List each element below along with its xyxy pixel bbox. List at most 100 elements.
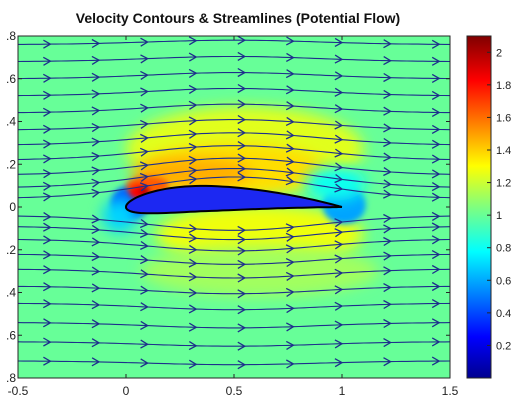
streamline-arrow (285, 69, 295, 79)
streamline-arrow (188, 304, 198, 314)
streamline-arrow (334, 358, 344, 368)
streamline-arrow (188, 272, 198, 282)
streamline-arrow (42, 222, 52, 232)
streamline-arrow (237, 305, 247, 315)
streamline-arrow (140, 87, 149, 97)
streamline-arrow (334, 71, 344, 81)
streamline-arrow (431, 182, 441, 192)
streamline-arrow (285, 304, 295, 314)
streamline-arrow (431, 318, 441, 328)
streamline-arrow (91, 72, 101, 82)
streamline-arrow (91, 338, 101, 348)
streamline-arrow (188, 142, 198, 153)
streamline-arrow (91, 55, 101, 65)
streamline-arrow (431, 154, 441, 164)
streamline-arrow (43, 356, 52, 366)
streamline-arrow (42, 235, 52, 245)
streamline-arrow (383, 338, 392, 348)
streamline-arrow (334, 173, 344, 184)
streamline-arrow (285, 223, 295, 233)
streamline-arrow (43, 39, 52, 49)
streamline-arrow (383, 357, 392, 367)
streamline-arrow (383, 299, 392, 310)
streamline-arrow (91, 123, 101, 133)
streamline (18, 157, 450, 175)
streamline-arrow (334, 54, 344, 64)
y-tick-label: .6 (6, 328, 16, 342)
streamline-arrow (140, 269, 149, 279)
streamline-arrow (431, 356, 441, 366)
streamline-arrow (140, 119, 149, 129)
streamline-arrow (42, 282, 52, 292)
x-axis-ticks: -0.5 0 0.5 1 1.5 (8, 36, 459, 398)
colorbar-tick-label: 1.8 (496, 80, 511, 92)
streamline (18, 268, 450, 279)
streamline-arrow (383, 318, 392, 329)
streamline-arrow (188, 359, 198, 369)
streamline-arrow (334, 148, 344, 158)
streamline-arrow (237, 67, 247, 78)
streamline-arrow (285, 359, 295, 369)
streamline-arrow (431, 264, 441, 275)
streamline-arrow (383, 137, 392, 148)
streamline-arrow (91, 89, 101, 99)
streamline-arrow (139, 172, 149, 182)
streamline-arrow (285, 244, 295, 254)
streamline-arrow (431, 192, 441, 202)
streamline-arrow (91, 224, 101, 234)
streamline-arrow (431, 235, 441, 245)
streamline-arrow (140, 54, 149, 64)
streamline-arrow (334, 134, 344, 144)
streamline-arrow (140, 339, 149, 349)
streamline (18, 238, 450, 252)
streamline-arrow (139, 228, 149, 238)
streamline-arrow (431, 250, 441, 260)
streamline-arrow (334, 254, 344, 264)
y-tick-label: 0 (9, 200, 16, 214)
streamline-arrow (431, 124, 441, 134)
streamline-arrow (91, 166, 101, 176)
streamline-arrow (188, 288, 198, 298)
streamline (18, 322, 450, 329)
streamline (18, 226, 450, 241)
streamline-arrow (140, 133, 149, 143)
streamline-arrow (42, 318, 52, 328)
streamline-arrow (237, 323, 247, 333)
streamline-arrow (383, 283, 392, 293)
streamline-arrow (140, 320, 149, 330)
streamline-arrow (188, 244, 198, 254)
streamline-arrow (140, 240, 149, 250)
streamline-arrow (431, 139, 441, 149)
x-tick-label: 0.5 (226, 384, 243, 398)
streamline-arrow (383, 189, 392, 199)
streamline-arrow (237, 153, 247, 163)
streamline-arrow (140, 70, 149, 80)
streamline-arrow (237, 83, 247, 94)
streamline-arrow (383, 266, 392, 276)
streamline-arrow (188, 100, 198, 110)
streamline-arrow (334, 37, 344, 47)
colorbar-tick-label: 1.4 (496, 145, 511, 157)
streamline-arrow (334, 218, 344, 228)
streamline-arrow (237, 163, 247, 174)
streamline-arrow (431, 281, 441, 292)
colorbar-tick-label: 0.8 (496, 243, 511, 255)
streamline-arrow (91, 188, 101, 198)
streamline-arrow (431, 299, 441, 309)
colorbar-tick-label: 1.6 (496, 112, 511, 124)
streamline-arrow (237, 36, 247, 45)
streamline-arrow (140, 103, 149, 113)
streamline-arrow (42, 139, 52, 149)
streamline-arrow (237, 225, 247, 235)
plot-area (18, 36, 450, 378)
streamline-arrow (91, 137, 101, 147)
streamline-arrow (140, 285, 149, 295)
streamline-arrow (188, 68, 198, 78)
streamline-arrow (285, 340, 295, 350)
streamline (18, 103, 450, 114)
y-tick-label: .4 (6, 286, 16, 300)
streamline-arrow (285, 101, 295, 111)
y-tick-label: .2 (6, 157, 16, 171)
streamline-arrow (383, 72, 392, 83)
streamline-arrow (237, 128, 247, 138)
